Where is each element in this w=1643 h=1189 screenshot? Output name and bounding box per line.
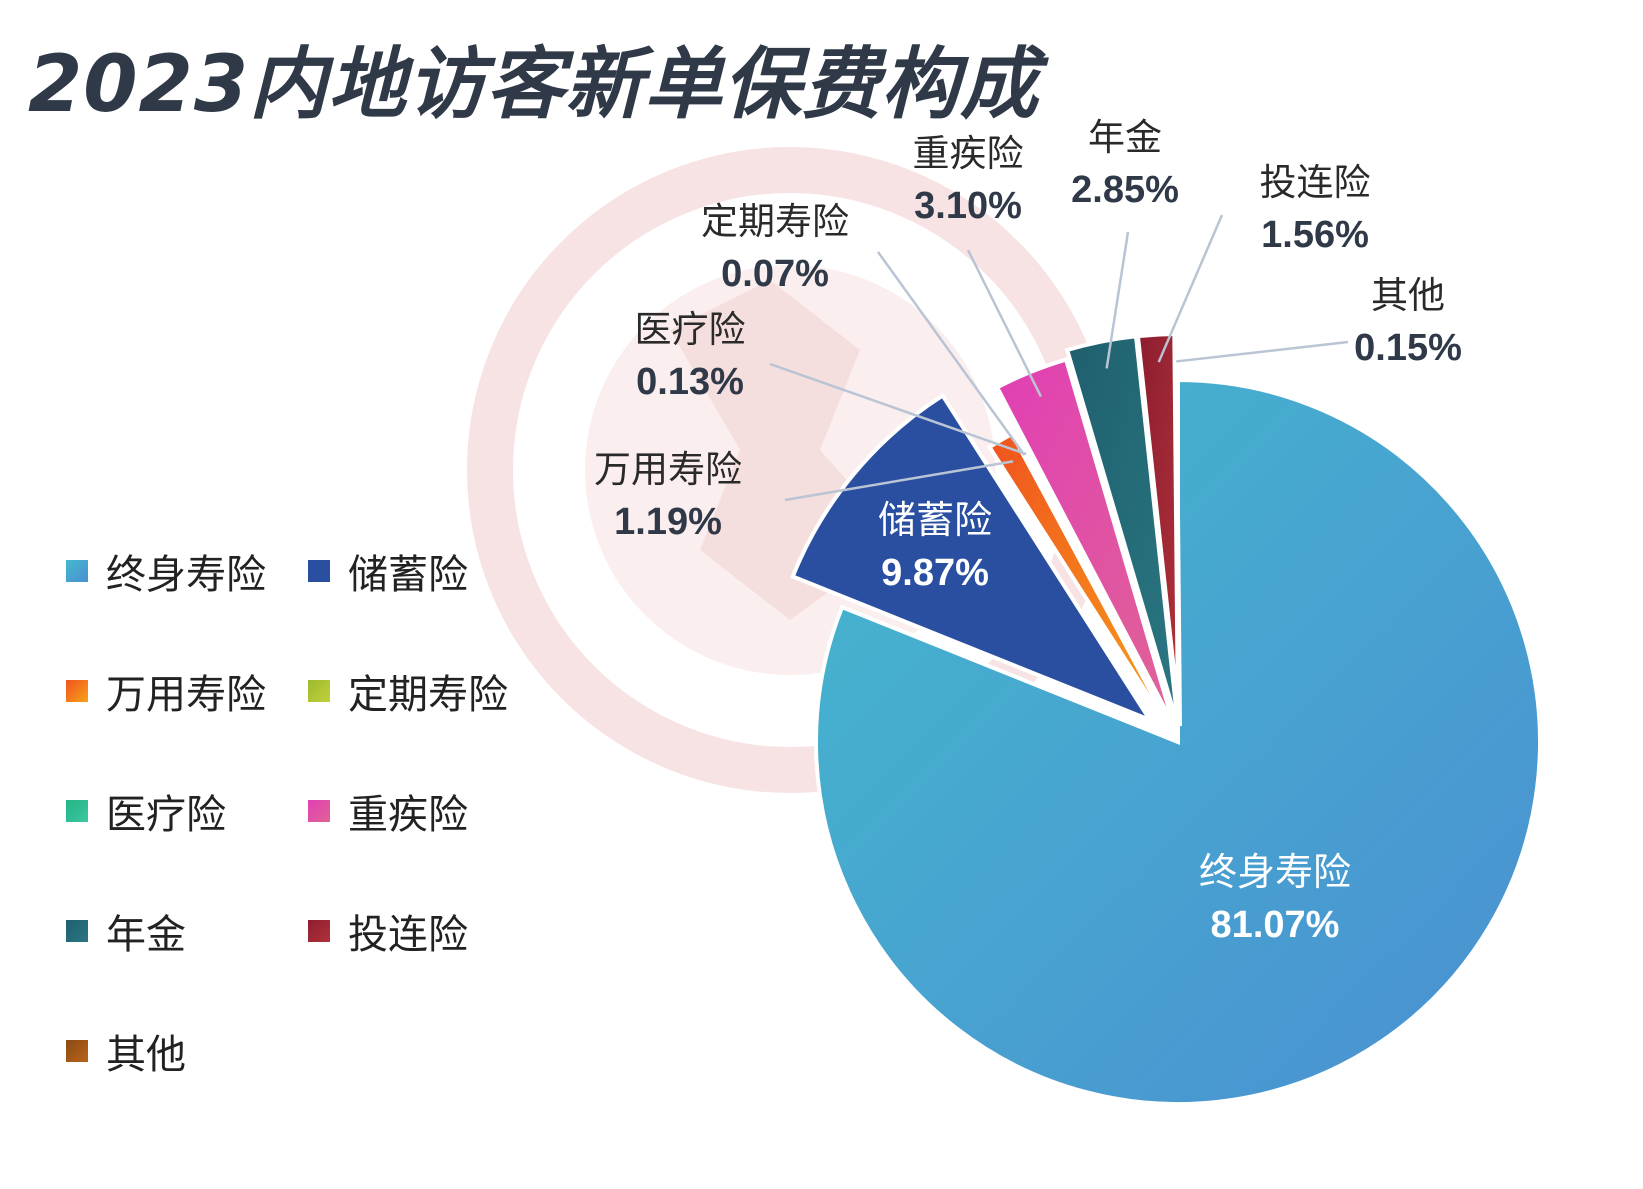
legend-item-4: 医疗险 (66, 785, 226, 838)
leader-line-3 (876, 251, 1026, 456)
leader-line-7 (1157, 214, 1224, 363)
slice-label-name-1: 储蓄险 (878, 498, 992, 542)
slice-label-value-0: 81.07% (1211, 904, 1340, 946)
leader-lines (769, 214, 1349, 502)
slice-label-name-8: 其他 (1371, 274, 1445, 317)
legend-item-5: 重疾险 (308, 785, 468, 838)
legend-item-1: 储蓄险 (308, 545, 468, 598)
pie-slice-1 (790, 392, 1156, 725)
legend-label: 万用寿险 (106, 672, 266, 718)
legend-label: 医疗险 (106, 792, 226, 838)
legend-swatch (66, 680, 88, 702)
legend-item-8: 其他 (66, 1025, 186, 1078)
legend-label: 终身寿险 (106, 552, 266, 598)
slice-label-name-5: 重疾险 (913, 132, 1024, 175)
legend-item-7: 投连险 (308, 905, 468, 958)
legend-item-0: 终身寿险 (66, 545, 266, 598)
pie-slice-4 (1010, 429, 1180, 743)
legend-swatch (308, 680, 330, 702)
slice-label-name-6: 年金 (1088, 116, 1162, 159)
legend-item-6: 年金 (66, 905, 186, 958)
legend-swatch (66, 800, 88, 822)
slice-label-value-7: 1.56% (1261, 214, 1369, 256)
legend-item-3: 定期寿险 (308, 665, 508, 718)
slice-label-name-0: 终身寿险 (1199, 850, 1351, 894)
legend-item-2: 万用寿险 (66, 665, 266, 718)
slice-label-value-1: 9.87% (881, 552, 989, 594)
leader-line-2 (784, 460, 1014, 502)
pie-slice-8 (1172, 331, 1180, 727)
pie-slice-5 (994, 357, 1176, 727)
slice-label-value-4: 0.13% (636, 361, 744, 403)
pie-slice-6 (1064, 334, 1180, 727)
leader-line-5 (966, 249, 1043, 398)
slice-label-name-3: 定期寿险 (701, 200, 849, 243)
chart-title: 2023内地访客新单保费构成 (28, 40, 1040, 130)
legend-label: 其他 (106, 1032, 186, 1078)
legend-label: 年金 (106, 912, 186, 958)
slice-label-value-6: 2.85% (1071, 169, 1179, 211)
slice-label-name-2: 万用寿险 (594, 448, 742, 491)
legend-swatch (66, 560, 88, 582)
legend-label: 储蓄险 (348, 552, 468, 598)
legend-swatch (66, 1040, 88, 1062)
slice-label-value-3: 0.07% (721, 253, 829, 295)
pie-slices (790, 331, 1542, 1106)
legend-label: 重疾险 (348, 792, 468, 838)
legend-swatch (66, 920, 88, 942)
slice-label-name-7: 投连险 (1260, 161, 1371, 204)
legend-label: 投连险 (348, 912, 468, 958)
leader-line-8 (1176, 340, 1349, 363)
legend-swatch (308, 920, 330, 942)
slice-label-value-2: 1.19% (614, 501, 722, 543)
slice-label-value-8: 0.15% (1354, 327, 1462, 369)
leader-line-6 (1105, 231, 1130, 369)
legend-label: 定期寿险 (348, 672, 508, 718)
slice-labels: 终身寿险 81.07% 储蓄险 9.87% 万用寿险 1.19% 定期寿险 0.07% 医疗险 0… (594, 116, 1462, 946)
legend-swatch (308, 560, 330, 582)
legend-swatch (308, 800, 330, 822)
leader-line-4 (769, 362, 1027, 456)
slice-label-value-5: 3.10% (914, 185, 1022, 227)
slice-label-name-4: 医疗险 (635, 308, 746, 351)
